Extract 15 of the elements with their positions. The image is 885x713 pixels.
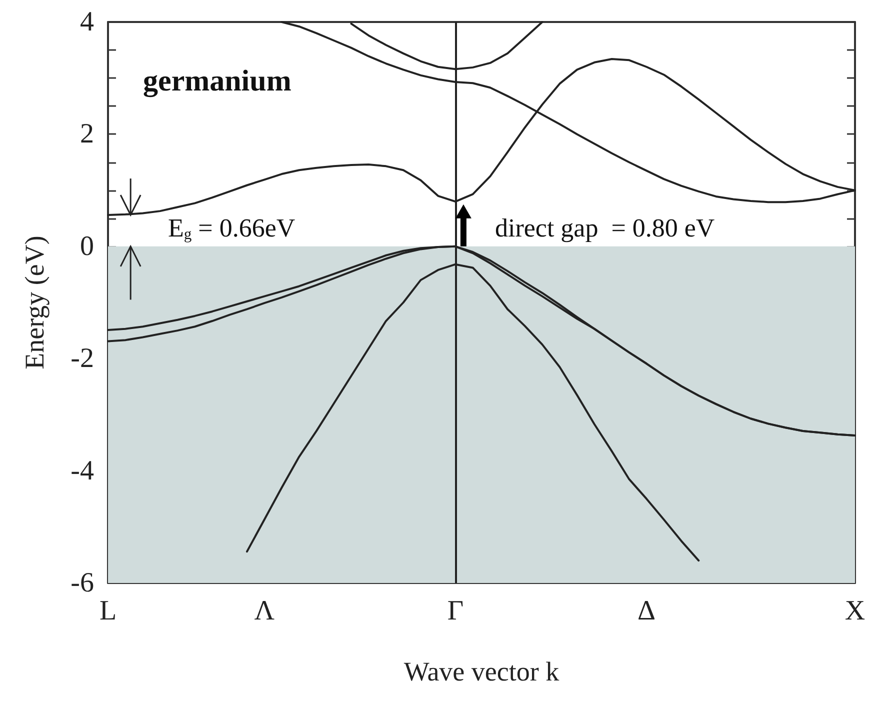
y-tick-label: 4	[80, 6, 94, 38]
x-axis-title: Wave vector k	[404, 656, 560, 686]
x-tick-label: X	[844, 596, 866, 626]
y-tick-label: 0	[80, 230, 94, 262]
annotation: direct gap = 0.80 eV	[495, 214, 715, 242]
x-tick-label: L	[99, 596, 117, 626]
y-tick-label: -2	[70, 343, 94, 374]
x-tick-label: Λ	[254, 596, 276, 626]
y-axis-title: Energy (eV)	[20, 236, 50, 370]
y-tick-label: -4	[70, 455, 94, 486]
x-tick-label: Δ	[638, 596, 656, 626]
y-tick-label: -6	[70, 568, 94, 598]
annotation: germanium	[143, 64, 292, 98]
y-tick-label: 2	[80, 118, 94, 150]
x-tick-label: Γ	[447, 596, 464, 626]
